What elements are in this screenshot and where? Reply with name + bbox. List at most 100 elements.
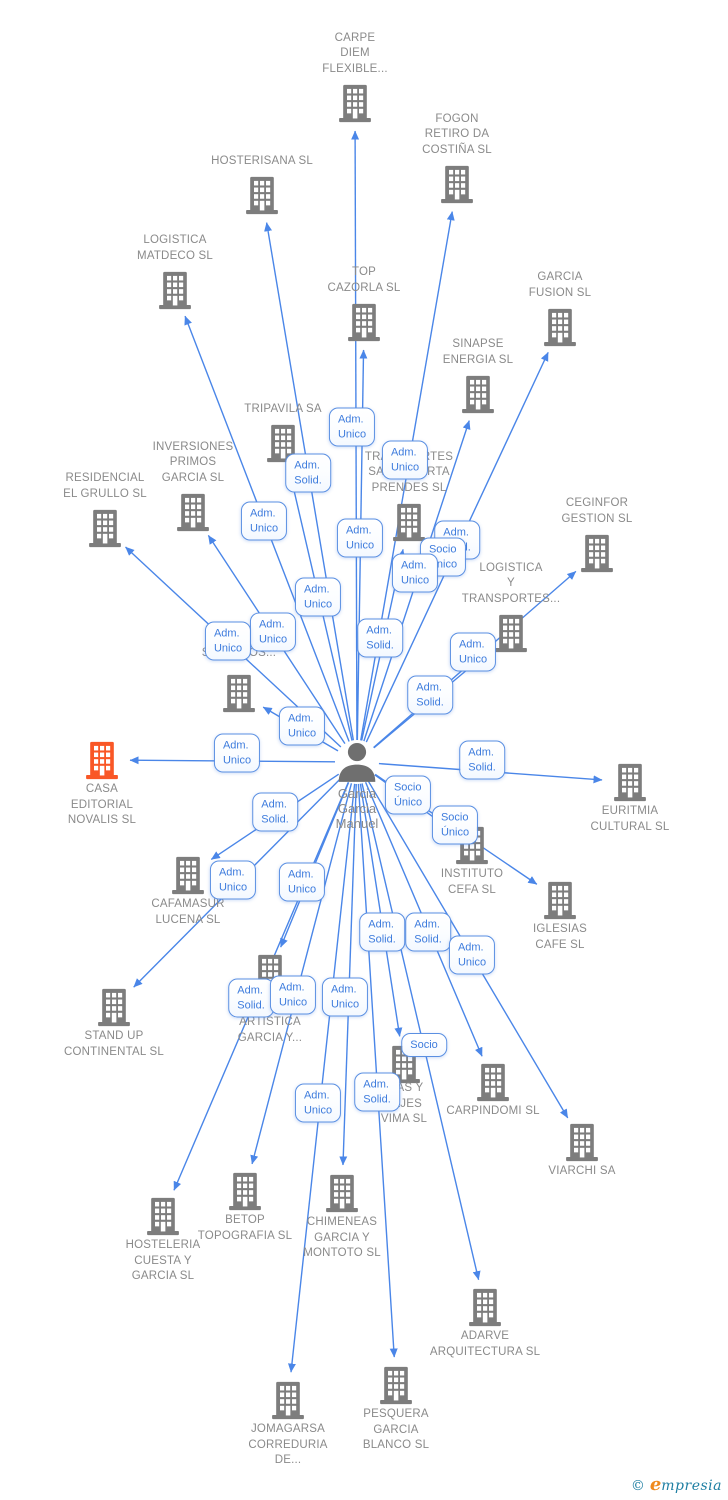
relationship-label-line: Adm. [287,868,314,881]
company-name-line: CEGINFOR [565,497,629,509]
company-name-line: IGLESIAS [532,923,588,935]
company-name-line: VIARCHI SA [548,1165,616,1177]
building-icon [380,1366,412,1405]
company-name: CHIMENEAS GARCIA Y MONTOTO SL [303,1215,381,1262]
company-name-line: CAFE SL [535,938,585,951]
relationship-label-line: Unico [213,642,243,655]
relationship-line [357,783,398,1358]
company-name: TOP CAZORLA SL [328,265,401,296]
company-name: SINAPSE ENERGIA SL [443,337,513,368]
relationship-label: Adm. Unico [381,440,429,480]
company-name-line: RESIDENCIAL [65,472,145,484]
company-name-line: CAFAMASUR [151,898,225,910]
relationship-label: Adm. Solid. [359,912,405,952]
relationship-label-line: Adm. [366,624,392,637]
relationship-label-line: Solid. [294,474,322,487]
company-name-line: EDITORIAL [70,798,134,811]
company-name-line: ARTISTICA [239,1016,301,1028]
company-name-line: TRANSPORTES... [461,592,561,605]
relationship-label-line: Adm. [443,526,469,539]
relationship-label: Adm. Solid. [354,1072,400,1112]
relationship-label: Adm. Unico [294,1083,342,1123]
relationship-label-line: Adm. [237,984,263,997]
person-name: Garcia Garcia Manuel [336,786,379,831]
relationship-label-line: Adm. [249,507,276,520]
company-name-line: CAZORLA SL [327,281,401,294]
building-icon [223,674,255,713]
relationship-label-line: Socio [440,811,469,824]
building-icon [544,881,576,920]
relationship-line [359,783,403,1037]
relationship-label-line: Adm. [261,798,287,811]
company-name-line: MATDECO SL [137,249,213,262]
building-icon [89,509,121,548]
relationship-label-line: Adm. [457,941,484,954]
company-name-line: PRIMOS [169,456,217,468]
company-name-line: ENERGIA SL [442,353,514,366]
building-icon [469,1288,501,1327]
relationship-label-line: Unico [330,998,360,1011]
building-icon [246,176,278,215]
company-name: FOGON RETIRO DA COSTIÑA SL [422,112,492,159]
company-name-line: COSTIÑA SL [422,143,492,156]
building-icon [98,988,130,1027]
company-name: CASA EDITORIAL NOVALIS SL [68,782,136,829]
relationship-label-line: Unico [258,633,288,646]
company-name-line: FUSION SL [528,286,592,299]
company-name-line: GARCIA Y [314,1231,370,1244]
relationship-label: Adm. Unico [391,553,439,593]
building-icon [477,1063,509,1102]
company-name-line: FLEXIBLE... [322,62,388,75]
company-name-line: HOSTELERIA [125,1239,201,1251]
company-name: ARTISTICA GARCIA Y... [238,1015,302,1046]
company-name-line: BLANCO SL [362,1439,430,1451]
relationship-label-line: Adm. [414,918,440,931]
company-name-line: PRENDES SL [371,481,447,494]
company-name-line: DE... [274,1454,302,1466]
relationship-label-line: Adm. [368,918,394,931]
company-name: RESIDENCIAL EL GRULLO SL [63,471,147,502]
relationship-label-line: Adm. [303,1089,330,1102]
relationship-label: Adm. Solid. [405,912,451,952]
company-name-line: ARQUITECTURA SL [429,1345,541,1358]
company-name: JOMAGARSA CORREDURIA DE... [248,1422,327,1469]
relationship-label-line: Adm. [222,739,249,752]
company-name-line: JOMAGARSA [250,1423,325,1435]
company-name-line: GESTION SL [561,512,633,525]
relationship-label-line: Adm. [294,459,320,472]
company-name-line: GARCIA SL [161,471,225,484]
relationship-label-line: Unico [287,727,317,740]
relationship-label: Adm. Unico [240,501,288,541]
relationship-label: Adm. Unico [448,935,496,975]
relationship-label: Adm. Unico [209,860,257,900]
company-name-line: GARCIA Y... [237,1031,303,1044]
company-name-line: TOPOGRAFIA SL [197,1229,293,1242]
relationship-label-line: Adm. [468,746,494,759]
company-name: LOGISTICA Y TRANSPORTES... [462,561,560,608]
relationship-label: Adm. Unico [278,862,326,902]
relationship-label: Adm. Solid. [459,740,505,780]
relationship-line [361,783,481,1281]
building-icon [393,503,425,542]
relationship-label-line: Único [440,826,470,839]
relationship-label-line: Solid. [416,696,444,709]
relationship-label: Adm. Solid. [407,675,453,715]
company-name: STAND UP CONTINENTAL SL [64,1029,164,1060]
company-name-line: CONTINENTAL SL [64,1045,164,1058]
company-name-line: GARCIA SL [131,1270,195,1282]
relationship-label-line: Único [393,796,423,809]
company-name: EURITMIA CULTURAL SL [591,804,670,835]
relationship-label: Adm. Unico [336,518,384,558]
person-name-line: Garcia [337,801,377,816]
building-icon [544,308,576,347]
relationship-label-line: Unico [218,881,248,894]
relationship-label-line: Unico [287,883,317,896]
relationship-label-line: Solid. [366,639,394,652]
company-name-line: TOP [351,266,377,278]
relationship-label: Adm. Solid. [252,792,298,832]
company-name: HOSTERISANA SL [211,154,313,170]
relationship-label-line: Adm. [303,583,330,596]
relationship-label-line: Unico [390,461,420,474]
relationship-label: Adm. Unico [269,975,317,1015]
relationship-label: Adm. Unico [328,407,376,447]
